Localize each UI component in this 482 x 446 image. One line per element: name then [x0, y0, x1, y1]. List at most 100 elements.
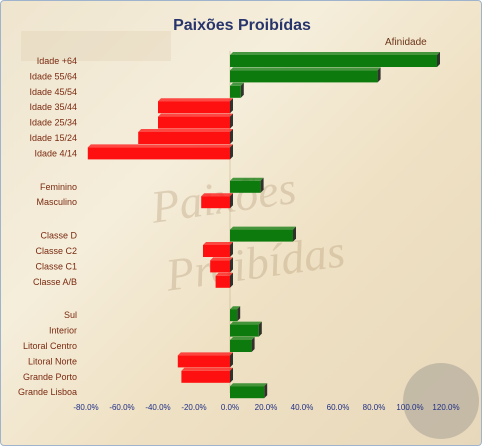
bar-side-face — [230, 367, 233, 383]
bar-face — [158, 116, 230, 129]
bar-top-face — [203, 242, 233, 245]
bar — [87, 144, 233, 160]
x-tick-label: 0.0% — [221, 403, 239, 412]
bar-top-face — [230, 226, 296, 230]
bar-face — [177, 355, 230, 368]
bar-side-face — [230, 144, 233, 160]
bar — [138, 129, 233, 144]
bar-side-face — [230, 129, 233, 144]
bars-group — [87, 52, 440, 399]
category-label: Idade 25/34 — [29, 118, 77, 128]
bar-side-face — [260, 177, 264, 193]
category-label: Classe A/B — [33, 277, 77, 287]
bar-side-face — [293, 226, 296, 242]
category-label: Feminino — [40, 182, 77, 192]
bar-side-face — [240, 82, 244, 98]
category-label: Litoral Centro — [23, 341, 77, 351]
bar — [230, 306, 241, 322]
bar-top-face — [210, 257, 233, 261]
bar-top-face — [177, 352, 233, 356]
chart-title: Paixões Proibídas — [173, 17, 311, 34]
category-label: Idade 45/54 — [29, 87, 77, 97]
bar — [201, 193, 233, 209]
bar-side-face — [377, 67, 381, 83]
x-tick-label: -20.0% — [181, 403, 206, 412]
x-tick-label: 40.0% — [291, 403, 314, 412]
bar-side-face — [237, 306, 241, 322]
bar-side-face — [230, 272, 233, 288]
bar-side-face — [230, 193, 233, 209]
bar-top-face — [230, 321, 262, 325]
bar-face — [210, 260, 230, 273]
x-tick-label: 100.0% — [396, 403, 423, 412]
bar-side-face — [230, 242, 233, 257]
category-label: Interior — [49, 326, 77, 336]
category-label: Idade 15/24 — [29, 133, 77, 143]
bar-side-face — [258, 321, 262, 337]
bar-face — [215, 275, 230, 288]
bar — [230, 321, 262, 337]
x-tick-label: 80.0% — [363, 403, 386, 412]
bar — [158, 98, 233, 114]
bar-top-face — [158, 98, 233, 102]
bar-top-face — [230, 82, 244, 86]
bar — [210, 257, 233, 273]
x-tick-label: 20.0% — [255, 403, 278, 412]
bar-face — [230, 85, 241, 98]
bar-top-face — [138, 129, 233, 132]
x-tick-label: 60.0% — [327, 403, 350, 412]
bar-top-face — [215, 272, 233, 276]
bar-side-face — [230, 98, 233, 114]
category-label: Litoral Norte — [28, 356, 77, 366]
bar-face — [201, 196, 230, 209]
bar-top-face — [230, 52, 440, 55]
bar-face — [203, 245, 230, 257]
bar-side-face — [230, 257, 233, 273]
bar — [230, 337, 255, 352]
bar-top-face — [230, 337, 255, 340]
bar — [230, 226, 296, 242]
bar-face — [158, 101, 230, 114]
bar-side-face — [230, 113, 233, 129]
bar — [230, 383, 268, 399]
category-label: Classe C1 — [35, 261, 77, 271]
bar-top-face — [230, 383, 268, 387]
category-label: Idade +64 — [37, 56, 77, 66]
bar-top-face — [201, 193, 233, 197]
x-tick-label: -60.0% — [109, 403, 134, 412]
bar — [203, 242, 233, 257]
bar-top-face — [87, 144, 233, 148]
category-label: Idade 55/64 — [29, 71, 77, 81]
bar-side-face — [437, 52, 440, 67]
bar-top-face — [181, 367, 233, 371]
bar-face — [138, 132, 230, 144]
bar-face — [230, 55, 437, 67]
bar-face — [230, 324, 259, 337]
bar-face — [230, 229, 293, 242]
bar — [230, 177, 264, 193]
bar-side-face — [230, 352, 233, 368]
bar — [230, 52, 440, 67]
category-label: Sul — [64, 310, 77, 320]
bar-face — [230, 386, 265, 399]
category-label: Masculino — [36, 197, 77, 207]
x-tick-label: -40.0% — [145, 403, 170, 412]
bar-top-face — [230, 306, 241, 310]
category-label: Classe C2 — [35, 246, 77, 256]
x-axis-tick-labels: -80.0% -60.0% -40.0% -20.0% 0.0% 20.0% 40.0% 60… — [73, 403, 459, 412]
x-tick-label: 120.0% — [432, 403, 459, 412]
category-label: Classe D — [40, 231, 77, 241]
bar-top-face — [230, 67, 381, 71]
bar-face — [230, 70, 378, 83]
legend-label: Afinidade — [385, 37, 427, 48]
category-label: Idade 35/44 — [29, 102, 77, 112]
bar-side-face — [251, 337, 255, 352]
bar-top-face — [158, 113, 233, 117]
category-label: Idade 4/14 — [34, 148, 77, 158]
bar-face — [230, 340, 252, 352]
bar — [215, 272, 233, 288]
bar-top-face — [230, 177, 264, 181]
bar-face — [87, 147, 230, 160]
